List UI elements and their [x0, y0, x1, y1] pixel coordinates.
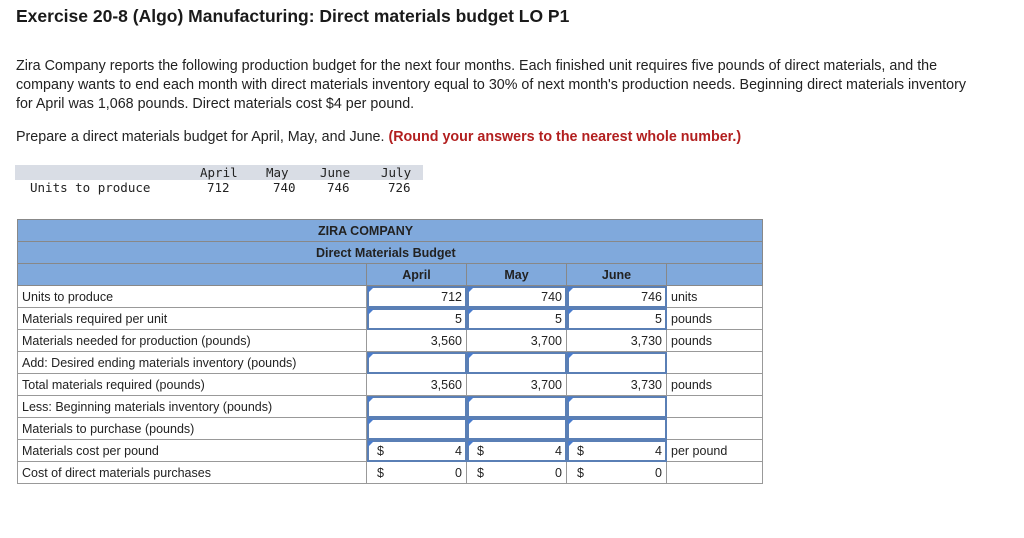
amount-value: 3,700: [530, 333, 562, 348]
amount-input[interactable]: $4: [366, 439, 467, 462]
dollar-sign: $: [577, 465, 584, 480]
dollar-sign: $: [477, 443, 484, 458]
row-label: Less: Beginning materials inventory (pou…: [17, 395, 367, 418]
unit-label: [666, 461, 763, 484]
production-month: June: [320, 165, 351, 180]
amount-value: 0: [555, 465, 562, 480]
amount-value: 3,730: [630, 377, 662, 392]
amount-input[interactable]: [466, 351, 567, 374]
dollar-sign: $: [477, 465, 484, 480]
row-label: Materials needed for production (pounds): [17, 329, 367, 352]
unit-label: pounds: [666, 373, 763, 396]
amount-cell: $0: [366, 461, 467, 484]
amount-value: 712: [441, 289, 462, 304]
unit-label: [666, 351, 763, 374]
table-row: Materials cost per pound $4 $4 $4 per pound: [17, 439, 763, 462]
amount-cell: 3,730: [566, 329, 667, 352]
amount-value: 5: [555, 311, 562, 326]
company-name: ZIRA COMPANY: [17, 219, 763, 242]
amount-cell: 3,730: [566, 373, 667, 396]
amount-cell: $0: [466, 461, 567, 484]
amount-input[interactable]: 5: [366, 307, 467, 330]
amount-input[interactable]: 740: [466, 285, 567, 308]
month-june: June: [566, 263, 667, 286]
amount-value: 3,730: [630, 333, 662, 348]
table-row: Units to produce 712 740 746 units: [17, 285, 763, 308]
amount-input[interactable]: [366, 417, 467, 440]
amount-value: 4: [455, 443, 462, 458]
amount-input[interactable]: 746: [566, 285, 667, 308]
instruction: Prepare a direct materials budget for Ap…: [16, 128, 976, 147]
dollar-sign: $: [377, 465, 384, 480]
direct-materials-budget-table: ZIRA COMPANY Direct Materials Budget Apr…: [17, 219, 763, 484]
amount-value: 746: [641, 289, 662, 304]
amount-value: 0: [455, 465, 462, 480]
row-label: Materials cost per pound: [17, 439, 367, 462]
unit-label: pounds: [666, 307, 763, 330]
row-label: Units to produce: [17, 285, 367, 308]
amount-input[interactable]: [466, 395, 567, 418]
amount-value: 4: [655, 443, 662, 458]
production-value: 746: [327, 180, 350, 195]
amount-input[interactable]: [466, 417, 567, 440]
amount-input[interactable]: 5: [466, 307, 567, 330]
amount-input[interactable]: [566, 417, 667, 440]
row-label: Total materials required (pounds): [17, 373, 367, 396]
amount-cell: 3,700: [466, 329, 567, 352]
production-value: 712: [207, 180, 230, 195]
amount-value: 3,700: [530, 377, 562, 392]
amount-value: 5: [655, 311, 662, 326]
dollar-sign: $: [377, 443, 384, 458]
instruction-text: Prepare a direct materials budget for Ap…: [16, 129, 385, 145]
production-value: 740: [273, 180, 296, 195]
table-row: Total materials required (pounds) 3,560 3,…: [17, 373, 763, 396]
problem-text: Zira Company reports the following produ…: [16, 58, 967, 112]
amount-value: 4: [555, 443, 562, 458]
production-value: 726: [388, 180, 411, 195]
amount-input[interactable]: $4: [466, 439, 567, 462]
page-title: Exercise 20-8 (Algo) Manufacturing: Dire…: [16, 6, 570, 26]
dollar-sign: $: [577, 443, 584, 458]
unit-label: [666, 395, 763, 418]
table-row: Cost of direct materials purchases $0 $0 $0: [17, 461, 763, 484]
budget-title: Direct Materials Budget: [17, 241, 763, 264]
instruction-note: (Round your answers to the nearest whole…: [388, 129, 742, 145]
month-april: April: [366, 263, 467, 286]
production-header-band: [15, 165, 423, 180]
amount-cell: 3,560: [366, 329, 467, 352]
production-month: May: [266, 165, 289, 180]
amount-value: 740: [541, 289, 562, 304]
unit-label: pounds: [666, 329, 763, 352]
amount-cell: 3,700: [466, 373, 567, 396]
amount-input[interactable]: [566, 351, 667, 374]
amount-input[interactable]: 5: [566, 307, 667, 330]
amount-input[interactable]: [366, 351, 467, 374]
row-label: Materials required per unit: [17, 307, 367, 330]
row-label: Cost of direct materials purchases: [17, 461, 367, 484]
table-row: Materials to purchase (pounds): [17, 417, 763, 440]
amount-input[interactable]: 712: [366, 285, 467, 308]
amount-input[interactable]: $4: [566, 439, 667, 462]
table-row: Add: Desired ending materials inventory …: [17, 351, 763, 374]
amount-value: 5: [455, 311, 462, 326]
row-label: Materials to purchase (pounds): [17, 417, 367, 440]
unit-label: per pound: [666, 439, 763, 462]
amount-value: 0: [655, 465, 662, 480]
unit-label: units: [666, 285, 763, 308]
production-month: April: [200, 165, 238, 180]
production-month: July: [381, 165, 412, 180]
unit-label: [666, 417, 763, 440]
month-may: May: [466, 263, 567, 286]
table-row: Materials required per unit 5 5 5 pounds: [17, 307, 763, 330]
table-row: Materials needed for production (pounds)…: [17, 329, 763, 352]
amount-cell: $0: [566, 461, 667, 484]
production-row-label: Units to produce: [30, 180, 151, 195]
amount-input[interactable]: [566, 395, 667, 418]
amount-input[interactable]: [366, 395, 467, 418]
amount-cell: 3,560: [366, 373, 467, 396]
row-label: Add: Desired ending materials inventory …: [17, 351, 367, 374]
amount-value: 3,560: [430, 333, 462, 348]
amount-value: 3,560: [430, 377, 462, 392]
table-row: Less: Beginning materials inventory (pou…: [17, 395, 763, 418]
